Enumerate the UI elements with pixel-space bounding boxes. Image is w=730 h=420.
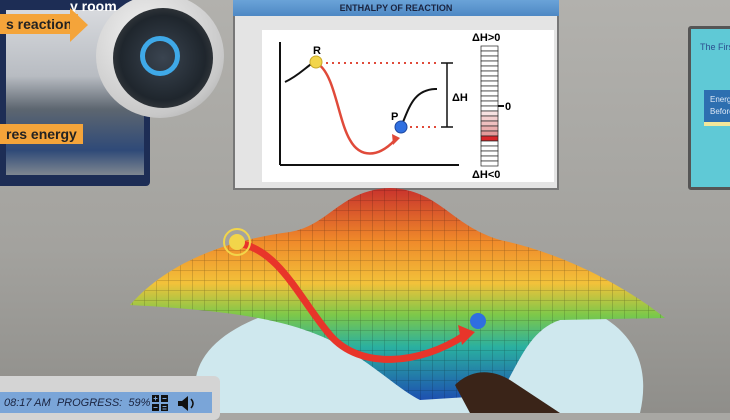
- energy-banner: res energy: [0, 124, 83, 144]
- right-panel-box: [704, 90, 730, 122]
- status-text: 08:17 AM PROGRESS: 59%: [4, 397, 150, 409]
- reaction-banner: s reaction: [0, 14, 79, 34]
- reactant-point: [309, 55, 323, 69]
- label-r: R: [313, 45, 321, 57]
- meter-bottom-label: ΔH<0: [472, 169, 500, 181]
- right-panel-title: The First: [700, 42, 730, 52]
- progress-label: PROGRESS:: [56, 397, 123, 409]
- enthalpy-meter: [480, 45, 499, 167]
- product-ball[interactable]: [470, 313, 486, 329]
- path-3d-arrowhead-icon: [458, 325, 475, 345]
- enthalpy-diagram-area: [262, 30, 554, 182]
- label-delta-h: ΔH: [452, 92, 468, 104]
- path-arrowhead-icon: [392, 134, 400, 145]
- calculator-icon[interactable]: [152, 395, 168, 411]
- reaction-path: [317, 62, 396, 155]
- label-p: P: [391, 111, 398, 123]
- curve-end: [402, 88, 437, 123]
- meter-cell: [480, 160, 499, 167]
- robot-eye-icon: [140, 36, 180, 76]
- right-panel-stripe: [704, 122, 730, 126]
- product-point: [394, 120, 408, 134]
- user-hand: [455, 372, 560, 413]
- reactant-ball[interactable]: [229, 234, 245, 250]
- meter-zero-label: 0: [505, 101, 511, 113]
- surface-grid: [130, 188, 665, 400]
- meter-top-label: ΔH>0: [472, 32, 500, 44]
- enthalpy-title: ENTHALPY OF REACTION: [233, 0, 559, 16]
- reactant-ball-highlight: [223, 228, 251, 256]
- reaction-path-3d: [234, 239, 469, 363]
- speaker-icon[interactable]: [178, 396, 194, 411]
- clock: 08:17 AM: [4, 397, 51, 409]
- arrow-right-icon: [70, 8, 88, 42]
- status-icons: [152, 395, 194, 411]
- right-panel-box-text: Energy Before: [710, 95, 730, 116]
- progress-value: 59%: [128, 397, 151, 409]
